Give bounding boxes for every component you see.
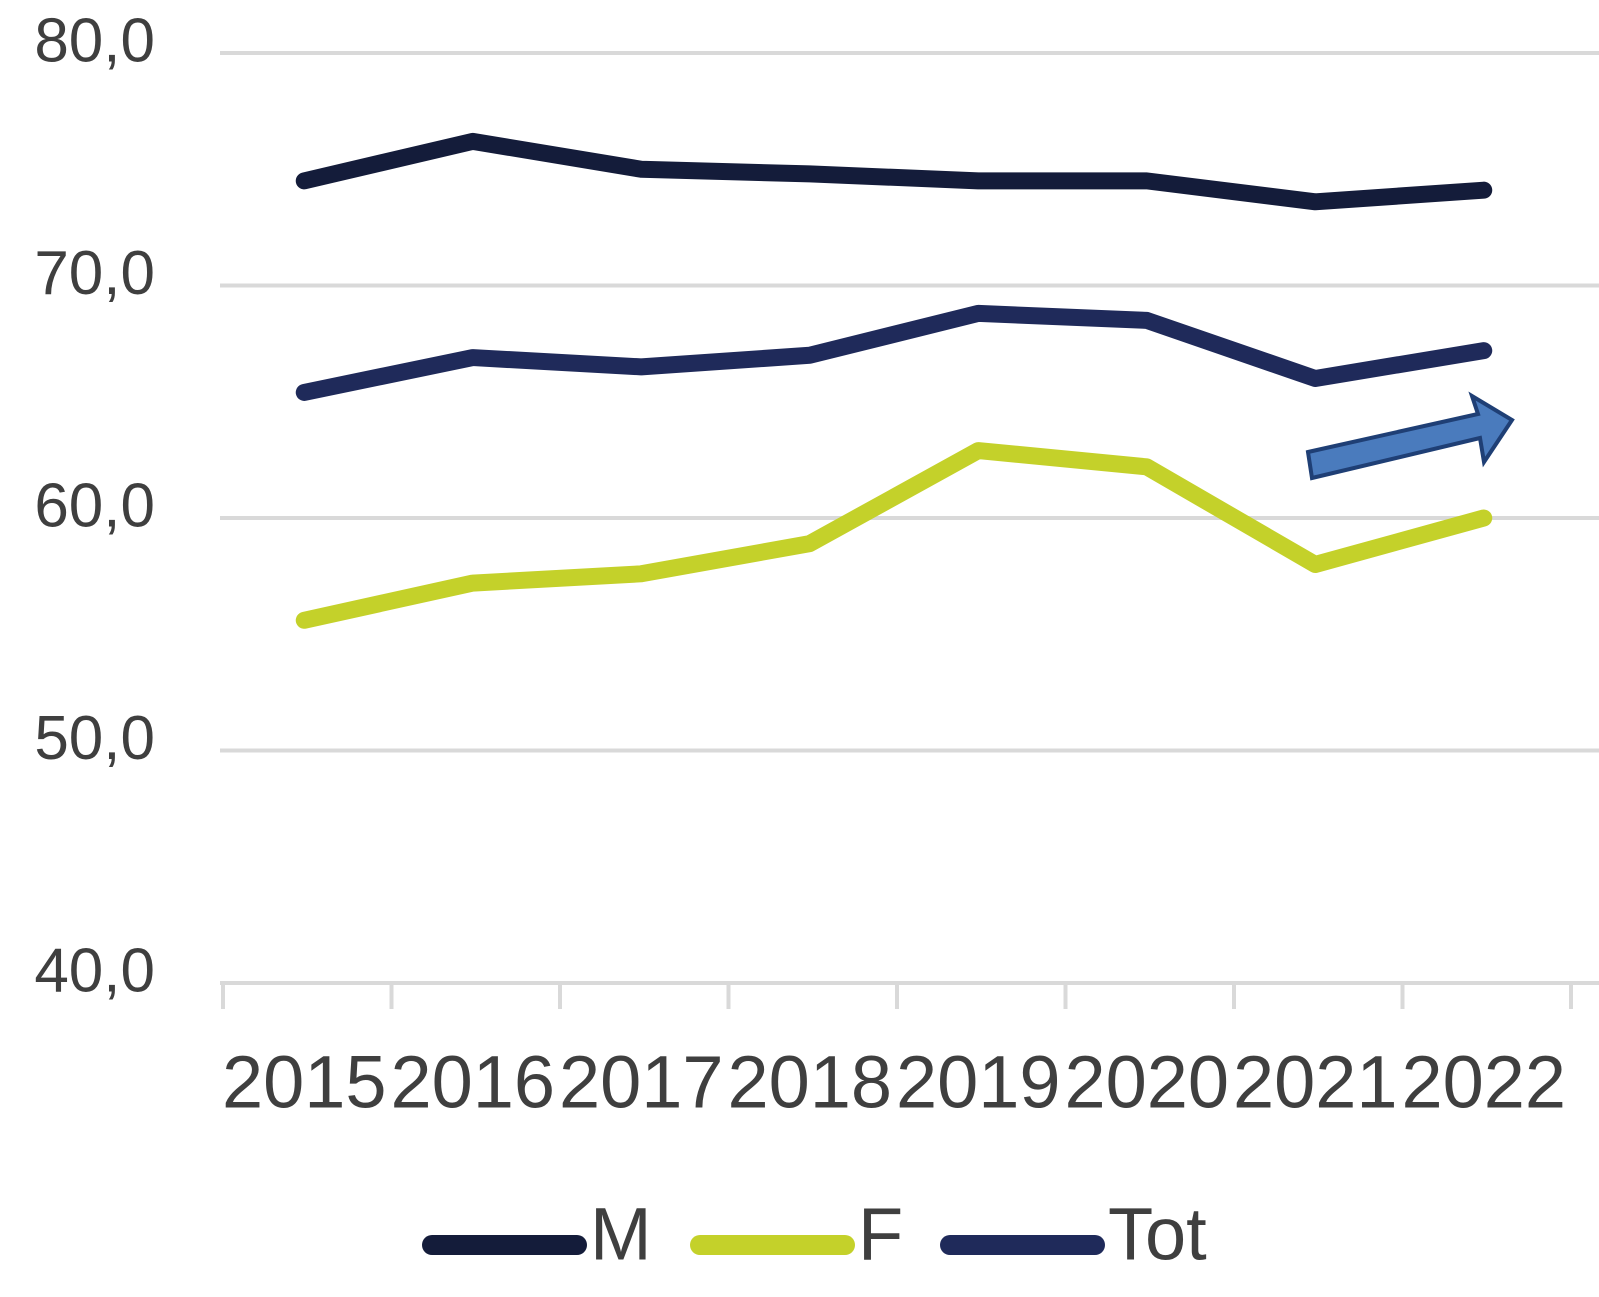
y-tick-label: 70,0 bbox=[34, 239, 155, 308]
x-tick-label: 2018 bbox=[727, 1041, 892, 1124]
y-tick-label: 40,0 bbox=[34, 936, 155, 1005]
y-tick-label: 60,0 bbox=[34, 471, 155, 540]
series-line bbox=[295, 132, 1493, 211]
x-tick-label: 2015 bbox=[222, 1041, 387, 1124]
y-tick-label: 80,0 bbox=[34, 6, 155, 75]
legend-label: Tot bbox=[1108, 1193, 1207, 1276]
legend-label: F bbox=[858, 1193, 903, 1276]
x-tick-label: 2016 bbox=[390, 1041, 555, 1124]
trend-arrow bbox=[1305, 391, 1515, 481]
x-tick-label: 2020 bbox=[1064, 1041, 1229, 1124]
legend-label: M bbox=[590, 1193, 652, 1276]
series-line bbox=[295, 442, 1493, 629]
y-tick-label: 50,0 bbox=[34, 704, 155, 773]
x-tick-label: 2021 bbox=[1233, 1041, 1398, 1124]
x-tick-label: 2022 bbox=[1401, 1041, 1566, 1124]
x-tick-label: 2019 bbox=[896, 1041, 1061, 1124]
series-line bbox=[295, 304, 1493, 401]
x-tick-label: 2017 bbox=[559, 1041, 724, 1124]
